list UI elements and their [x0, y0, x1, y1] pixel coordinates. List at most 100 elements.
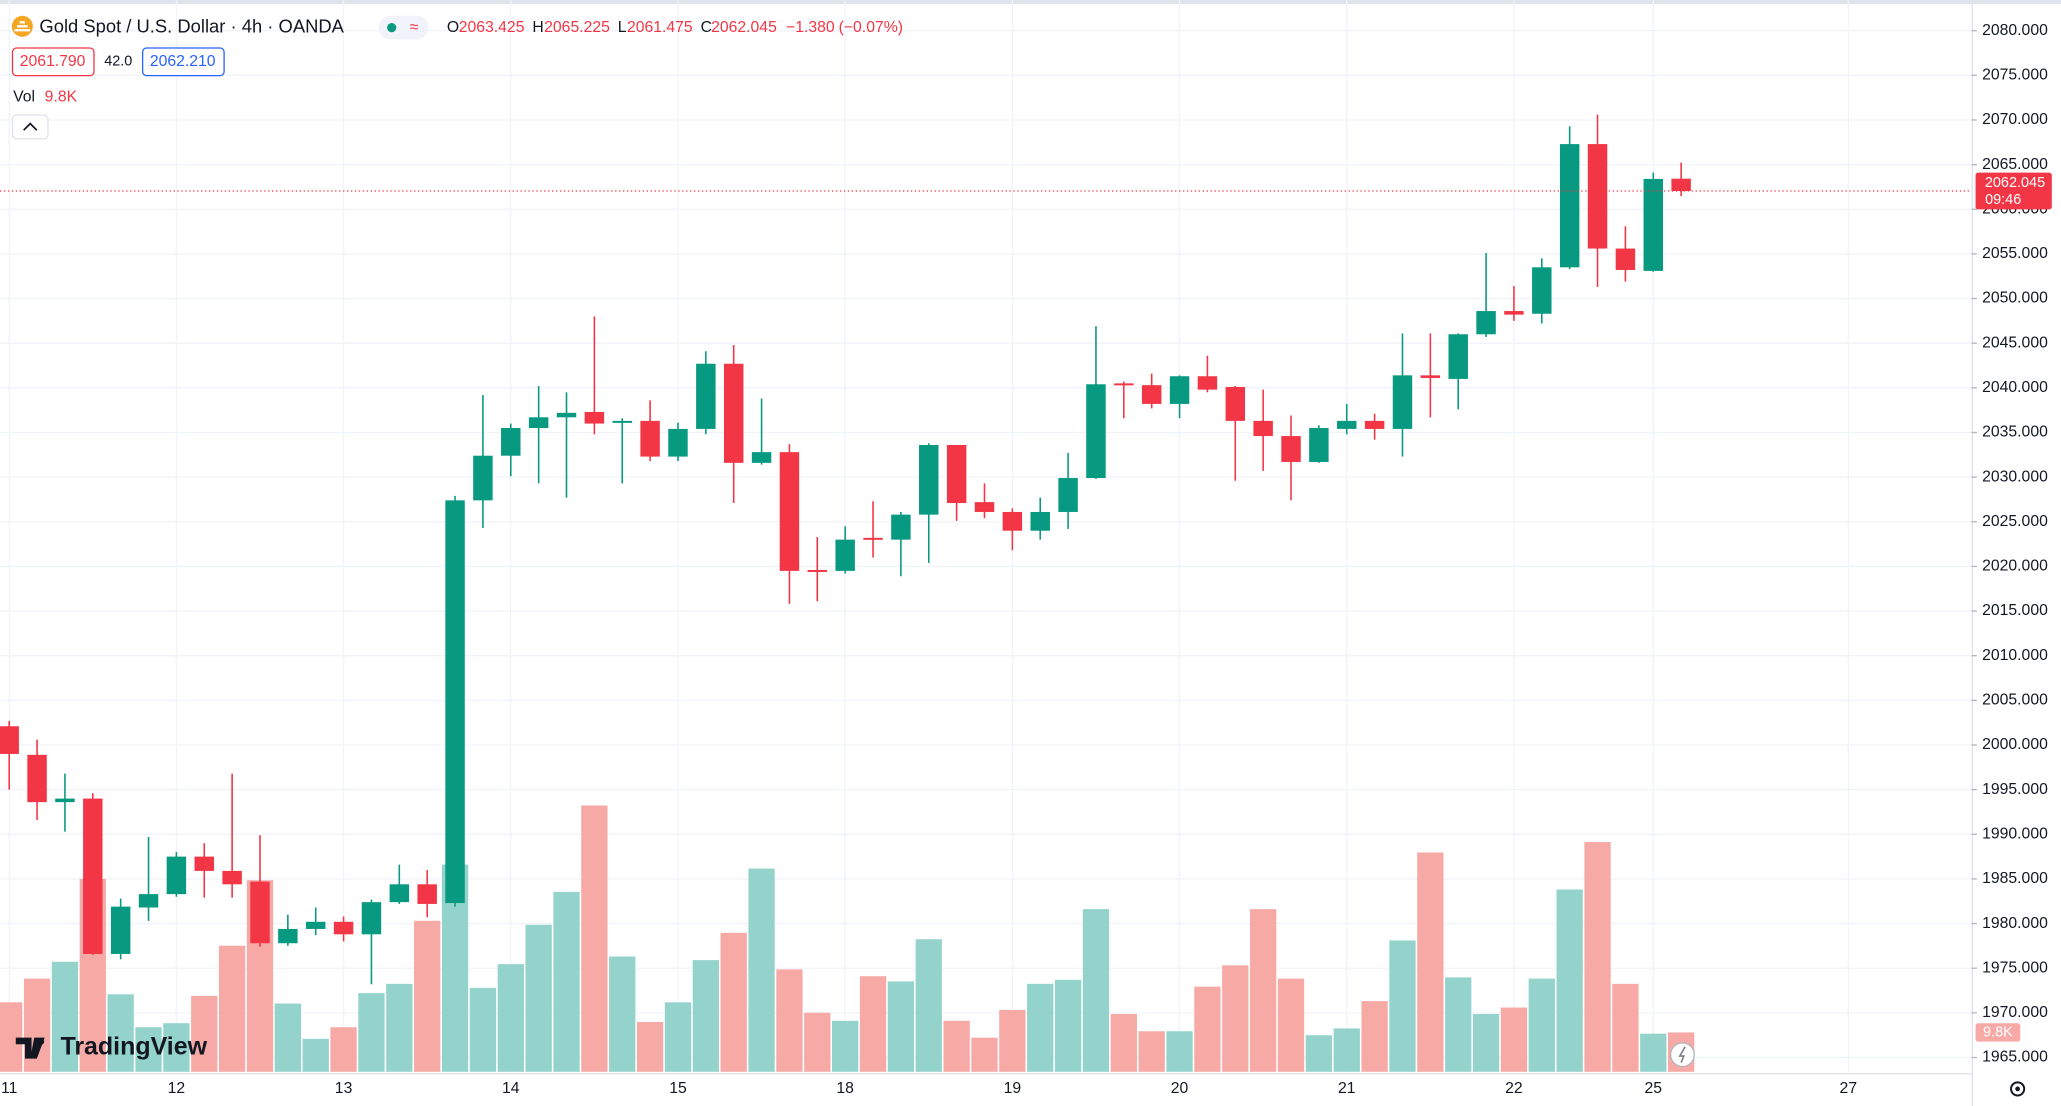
- candle-body: [919, 444, 939, 515]
- candle-body: [138, 894, 159, 908]
- settings-button[interactable]: [2010, 1081, 2026, 1097]
- y-tick-label: 1970.000: [1982, 1004, 2048, 1021]
- bid-price: 2061.790: [20, 53, 86, 70]
- volume-bar: [692, 960, 719, 1072]
- candle-body: [250, 881, 270, 944]
- volume-bar: [414, 920, 441, 1072]
- volume-bar: [1445, 977, 1472, 1072]
- buy-button[interactable]: [141, 47, 225, 77]
- volume-bar: [1584, 842, 1611, 1072]
- candle-body: [1420, 375, 1441, 379]
- chevron-icon: [23, 122, 38, 131]
- volume-bar: [553, 891, 580, 1072]
- candle-body: [473, 455, 493, 501]
- candle-body: [640, 420, 660, 457]
- volume-bar: [748, 868, 775, 1072]
- candle-body: [333, 921, 354, 935]
- y-tick-label: 2045.000: [1982, 334, 2048, 351]
- candle-body: [528, 417, 549, 429]
- collapse-button[interactable]: [11, 114, 49, 140]
- y-tick-label: 2040.000: [1982, 379, 2048, 396]
- volume-bar: [1556, 889, 1583, 1072]
- candle-body: [556, 412, 577, 418]
- candle-body: [1337, 420, 1357, 429]
- candle-body: [668, 428, 688, 457]
- x-tick-label: 22: [1505, 1080, 1523, 1097]
- candle-body: [278, 928, 298, 944]
- y-tick-label: 2010.000: [1982, 647, 2048, 664]
- volume-bar: [999, 1009, 1026, 1072]
- price-tag-label: 2062.045: [1985, 175, 2045, 191]
- candle-body: [696, 363, 716, 429]
- volume-title: Vol: [13, 88, 35, 105]
- candle-body: [584, 411, 605, 424]
- watermark-text: TradingView: [60, 1033, 207, 1061]
- watermark-logo: [15, 1037, 45, 1059]
- ohlc-label: C: [701, 19, 712, 36]
- volume-bar: [581, 805, 608, 1072]
- volume-bar: [497, 964, 524, 1072]
- x-tick-label: 18: [836, 1080, 854, 1097]
- volume-bar: [107, 994, 134, 1072]
- candle-body: [501, 428, 521, 456]
- y-tick-label: 2000.000: [1982, 736, 2048, 753]
- x-tick-label: 13: [335, 1080, 353, 1097]
- volume-bar: [1250, 909, 1277, 1072]
- x-tick-label: 19: [1004, 1080, 1022, 1097]
- candle-body: [1448, 334, 1468, 379]
- status-pill[interactable]: [378, 15, 429, 40]
- volume-bar: [664, 1002, 692, 1072]
- candle-body: [1030, 511, 1050, 531]
- candle-body: [1309, 428, 1329, 462]
- candle-body: [863, 537, 883, 540]
- volume-bar: [1333, 1028, 1360, 1072]
- volume-bar: [804, 1012, 831, 1072]
- candle-body: [1086, 384, 1106, 479]
- volume-bar: [163, 1023, 190, 1072]
- lightning-button[interactable]: [1669, 1042, 1695, 1068]
- volume-bar: [1054, 979, 1082, 1072]
- candle-body: [1114, 383, 1134, 386]
- volume-bar: [859, 976, 887, 1072]
- volume-bar: [1640, 1033, 1667, 1072]
- candle-body: [1197, 376, 1218, 390]
- y-tick-label: 2070.000: [1982, 111, 2048, 128]
- x-tick-label: 12: [168, 1080, 186, 1097]
- volume-tag: [1975, 1023, 2021, 1042]
- plot-area: [0, 114, 1972, 1072]
- candle-body: [83, 798, 103, 954]
- y-tick-label: 1965.000: [1982, 1049, 2048, 1066]
- candle-body: [445, 500, 465, 904]
- x-tick-label: 20: [1171, 1080, 1189, 1097]
- candle-body: [194, 856, 214, 871]
- volume-bar: [51, 961, 79, 1072]
- volume-bar: [1389, 940, 1416, 1072]
- header: Gold Spot / U.S. Dollar · 4h · OANDA ≈ O…: [11, 15, 903, 140]
- sell-button[interactable]: [11, 47, 95, 77]
- volume-bar: [1082, 909, 1110, 1072]
- volume-bar: [274, 1003, 302, 1072]
- market-open-dot: [387, 23, 397, 33]
- candle-body: [1587, 144, 1608, 249]
- candle-body: [1671, 178, 1691, 192]
- watermark: TradingView: [15, 1033, 208, 1061]
- candle-body: [1169, 376, 1190, 404]
- ohlc-value: 2063.425: [459, 19, 525, 36]
- candle-body: [27, 754, 47, 803]
- candle-body: [751, 452, 772, 463]
- symbol-logo-mark: [14, 21, 31, 32]
- candle-body: [807, 569, 828, 572]
- x-tick-label: 11: [1, 1080, 17, 1097]
- candle-body: [1002, 511, 1023, 531]
- volume-bar: [358, 993, 385, 1072]
- volume-bar: [0, 1002, 23, 1072]
- y-tick-label: 2080.000: [1982, 22, 2048, 39]
- volume-bar: [1417, 852, 1444, 1072]
- volume-bar: [887, 981, 915, 1072]
- candle-body: [974, 502, 995, 512]
- candle-body: [389, 884, 410, 903]
- axes: 1965.000 1970.000 1975.000 1980.000 1985.000…: [1, 22, 2052, 1097]
- volume-bar: [1194, 986, 1221, 1072]
- volume-bar: [1027, 983, 1054, 1072]
- candle-body: [0, 726, 19, 754]
